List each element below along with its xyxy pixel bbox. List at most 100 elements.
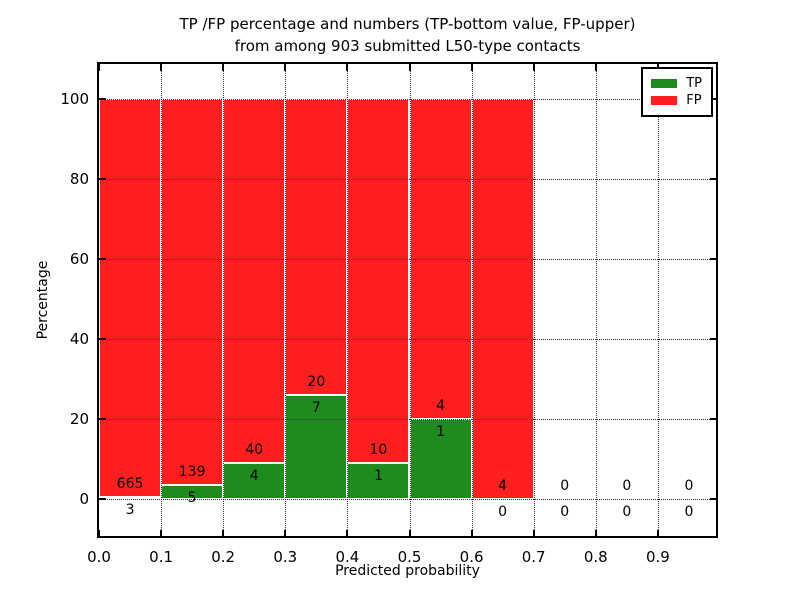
fp-count-label: 4	[436, 398, 445, 414]
y-tick-label: 40	[69, 330, 89, 348]
x-tick-label: 0.4	[335, 548, 360, 566]
x-tick-mark	[222, 64, 225, 71]
legend: TP FP	[641, 67, 713, 117]
vertical-gridline	[223, 64, 225, 536]
tp-count-label: 1	[436, 424, 445, 440]
y-tick-label: 20	[69, 410, 89, 428]
x-tick-mark	[594, 64, 597, 71]
legend-item-tp: TP	[651, 75, 702, 92]
y-tick-mark	[99, 498, 106, 500]
y-tick-label: 60	[69, 250, 89, 268]
horizontal-gridline	[99, 499, 716, 500]
fp-count-label: 20	[307, 374, 326, 391]
plot-area: TP FP 0 20 40 60 80 100 0.0 0.1 0.2 0.3 0.4 0.5 0.6 0…	[60, 62, 718, 566]
y-tick-mark	[710, 338, 717, 340]
tp-count-label: 0	[684, 504, 694, 520]
x-tick-mark	[470, 64, 473, 71]
tp-count-label: 0	[498, 504, 508, 520]
x-tick-mark	[346, 530, 349, 537]
x-tick-mark	[532, 64, 535, 71]
tp-bar-segment	[223, 462, 286, 499]
x-tick-mark	[160, 530, 163, 537]
fp-bar-segment	[347, 99, 410, 463]
vertical-gridline	[533, 64, 535, 536]
x-tick-label: 0.3	[273, 548, 298, 566]
horizontal-gridline	[99, 339, 716, 340]
x-tick-label: 0.0	[87, 548, 111, 566]
y-tick-mark	[99, 338, 106, 340]
fp-count-label: 40	[245, 441, 264, 458]
tp-count-label: 7	[311, 400, 321, 417]
legend-label-fp: FP	[686, 93, 702, 108]
fp-count-label: 0	[684, 478, 694, 494]
y-tick-label: 100	[60, 90, 89, 108]
fp-count-label: 10	[369, 441, 388, 458]
fp-count-label: 4	[498, 478, 508, 494]
chart-title: TP /FP percentage and numbers (TP-bottom…	[97, 13, 718, 57]
fp-bar-segment	[223, 99, 286, 463]
fp-count-label: 665	[116, 476, 144, 493]
y-tick-mark	[99, 418, 106, 420]
x-tick-label: 0.5	[397, 548, 422, 566]
x-tick-label: 0.9	[645, 548, 670, 566]
tp-count-label: 4	[249, 467, 259, 484]
x-tick-label: 0.7	[521, 548, 546, 566]
horizontal-gridline	[99, 179, 716, 180]
x-tick-mark	[284, 64, 287, 71]
chart-title-line1: TP /FP percentage and numbers (TP-bottom…	[179, 15, 636, 33]
x-tick-mark	[656, 530, 659, 537]
x-tick-label: 0.6	[459, 548, 484, 566]
y-tick-label: 80	[69, 170, 89, 188]
fp-bar-segment	[99, 99, 162, 498]
legend-label-tp: TP	[686, 76, 702, 91]
vertical-gridline	[409, 64, 411, 536]
y-tick-mark	[710, 258, 717, 260]
y-tick-mark	[710, 418, 717, 420]
x-tick-mark	[408, 64, 411, 71]
fp-count-label: 139	[178, 464, 206, 481]
fp-bar-segment	[471, 99, 534, 499]
x-tick-label: 0.8	[583, 548, 608, 566]
fp-swatch	[651, 96, 678, 105]
fp-bar-segment	[285, 99, 348, 396]
tp-count-label: 1	[373, 467, 383, 484]
x-tick-mark	[594, 530, 597, 537]
horizontal-gridline	[99, 99, 716, 100]
fp-bar-segment	[161, 99, 224, 486]
x-tick-mark	[222, 530, 225, 537]
tp-count-label: 0	[622, 504, 632, 520]
x-tick-mark	[470, 530, 473, 537]
x-tick-mark	[98, 530, 100, 537]
chart-title-line2: from among 903 submitted L50-type contac…	[234, 37, 581, 55]
vertical-gridline	[595, 64, 597, 536]
y-tick-mark	[99, 178, 106, 180]
vertical-gridline	[347, 64, 349, 536]
x-tick-mark	[346, 64, 349, 71]
y-tick-mark	[99, 258, 106, 260]
horizontal-gridline	[99, 419, 716, 420]
x-axis-label: Predicted probability	[335, 563, 480, 579]
x-tick-mark	[284, 530, 287, 537]
x-tick-label: 0.1	[149, 548, 174, 566]
tp-count-label: 5	[187, 490, 197, 507]
vertical-gridline	[285, 64, 287, 536]
x-tick-label: 0.2	[211, 548, 236, 566]
y-tick-mark	[710, 178, 717, 180]
vertical-gridline	[161, 64, 163, 536]
tp-swatch	[651, 79, 678, 88]
y-axis-label: Percentage	[35, 260, 51, 340]
tp-count-label: 0	[560, 504, 570, 520]
tp-count-label: 3	[125, 502, 135, 519]
y-tick-mark	[710, 98, 717, 100]
x-tick-mark	[532, 530, 535, 537]
tp-bar-segment	[285, 395, 348, 499]
vertical-gridline	[657, 64, 659, 536]
vertical-gridline	[471, 64, 473, 536]
y-tick-mark	[99, 98, 106, 100]
x-tick-mark	[160, 64, 163, 71]
y-tick-mark	[710, 498, 717, 500]
legend-item-fp: FP	[651, 92, 702, 109]
fp-count-label: 0	[622, 478, 632, 494]
x-tick-mark	[98, 64, 100, 71]
